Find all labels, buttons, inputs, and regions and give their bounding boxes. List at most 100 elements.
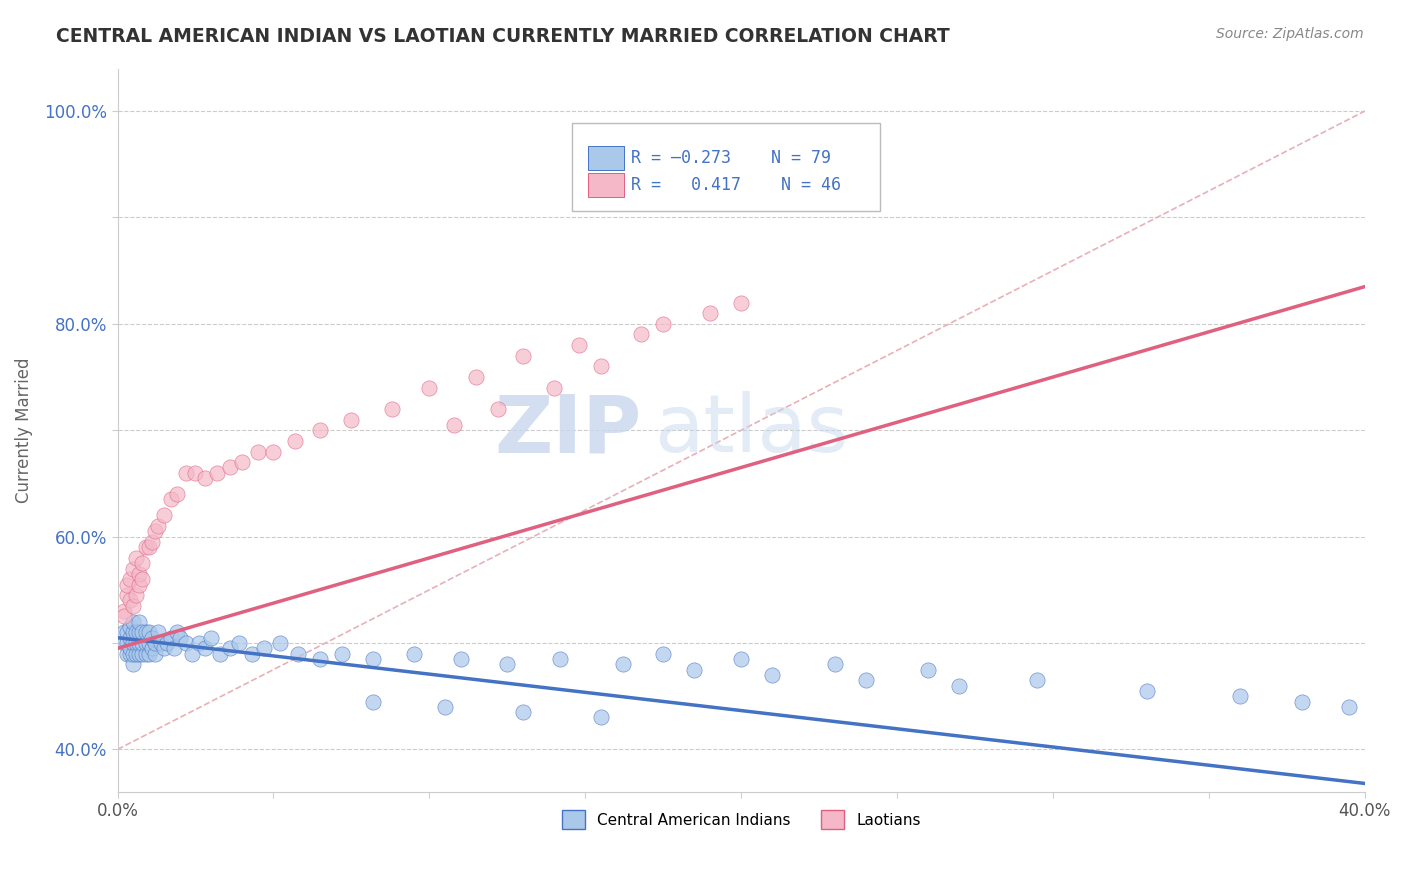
Point <box>128 636 150 650</box>
Point <box>150 636 173 650</box>
Point <box>112 604 135 618</box>
Point <box>122 636 145 650</box>
Point <box>135 625 157 640</box>
Point <box>683 663 706 677</box>
Point <box>1339 699 1361 714</box>
Point <box>166 487 188 501</box>
Point <box>496 657 519 672</box>
Point <box>200 631 222 645</box>
Point <box>340 412 363 426</box>
Point <box>163 641 186 656</box>
Point <box>253 641 276 656</box>
Point <box>118 647 141 661</box>
Point <box>122 615 145 629</box>
Point <box>143 647 166 661</box>
Point <box>156 636 179 650</box>
Text: R = –0.273    N = 79: R = –0.273 N = 79 <box>631 149 831 167</box>
Point <box>194 471 217 485</box>
Point <box>433 699 456 714</box>
Point <box>330 647 353 661</box>
Point <box>240 647 263 661</box>
Point <box>125 625 148 640</box>
Point <box>118 641 141 656</box>
Point <box>381 401 404 416</box>
Point <box>612 657 634 672</box>
Point <box>630 327 652 342</box>
Point <box>246 444 269 458</box>
Point <box>589 359 612 374</box>
Point <box>174 466 197 480</box>
Point <box>218 460 240 475</box>
Point <box>125 550 148 565</box>
Point <box>138 636 160 650</box>
Point <box>228 636 250 650</box>
Point <box>486 401 509 416</box>
Point <box>135 636 157 650</box>
Point <box>1291 694 1313 708</box>
Point <box>568 338 591 352</box>
Point <box>287 647 309 661</box>
Point <box>512 705 534 719</box>
Point <box>143 636 166 650</box>
Point <box>187 636 209 650</box>
Point <box>1026 673 1049 688</box>
Point <box>115 588 138 602</box>
Point <box>153 641 176 656</box>
Point <box>309 423 332 437</box>
Point <box>159 631 181 645</box>
Point <box>309 652 332 666</box>
Point <box>512 349 534 363</box>
Point <box>128 615 150 629</box>
Point <box>115 577 138 591</box>
Point <box>361 694 384 708</box>
Point <box>262 444 284 458</box>
Legend: Central American Indians, Laotians: Central American Indians, Laotians <box>555 804 927 835</box>
Point <box>128 566 150 581</box>
Point <box>112 625 135 640</box>
Point <box>1229 690 1251 704</box>
Point <box>699 306 721 320</box>
Point <box>589 710 612 724</box>
Point <box>128 647 150 661</box>
Point <box>128 625 150 640</box>
Point <box>181 647 204 661</box>
Point <box>146 519 169 533</box>
Point <box>174 636 197 650</box>
Point <box>131 636 153 650</box>
Point <box>141 631 163 645</box>
Point <box>128 577 150 591</box>
Point <box>122 657 145 672</box>
Point <box>465 370 488 384</box>
Point <box>948 679 970 693</box>
Point <box>125 647 148 661</box>
Text: atlas: atlas <box>654 392 848 469</box>
Point <box>761 668 783 682</box>
Point <box>284 434 307 448</box>
Point <box>361 652 384 666</box>
Point <box>122 599 145 613</box>
Point <box>159 492 181 507</box>
Point <box>131 647 153 661</box>
Point <box>269 636 291 650</box>
Point <box>169 631 191 645</box>
Point <box>115 636 138 650</box>
Point <box>209 647 232 661</box>
Point <box>231 455 253 469</box>
Point <box>402 647 425 661</box>
Point <box>218 641 240 656</box>
Point <box>146 625 169 640</box>
Text: Source: ZipAtlas.com: Source: ZipAtlas.com <box>1216 27 1364 41</box>
Point <box>153 508 176 523</box>
Point <box>855 673 877 688</box>
Point <box>143 524 166 539</box>
Point <box>122 561 145 575</box>
Point <box>138 625 160 640</box>
Point <box>550 652 572 666</box>
Point <box>118 620 141 634</box>
Point <box>118 572 141 586</box>
Point <box>184 466 207 480</box>
Point <box>135 647 157 661</box>
Point <box>141 535 163 549</box>
Point <box>118 593 141 607</box>
Point <box>131 625 153 640</box>
